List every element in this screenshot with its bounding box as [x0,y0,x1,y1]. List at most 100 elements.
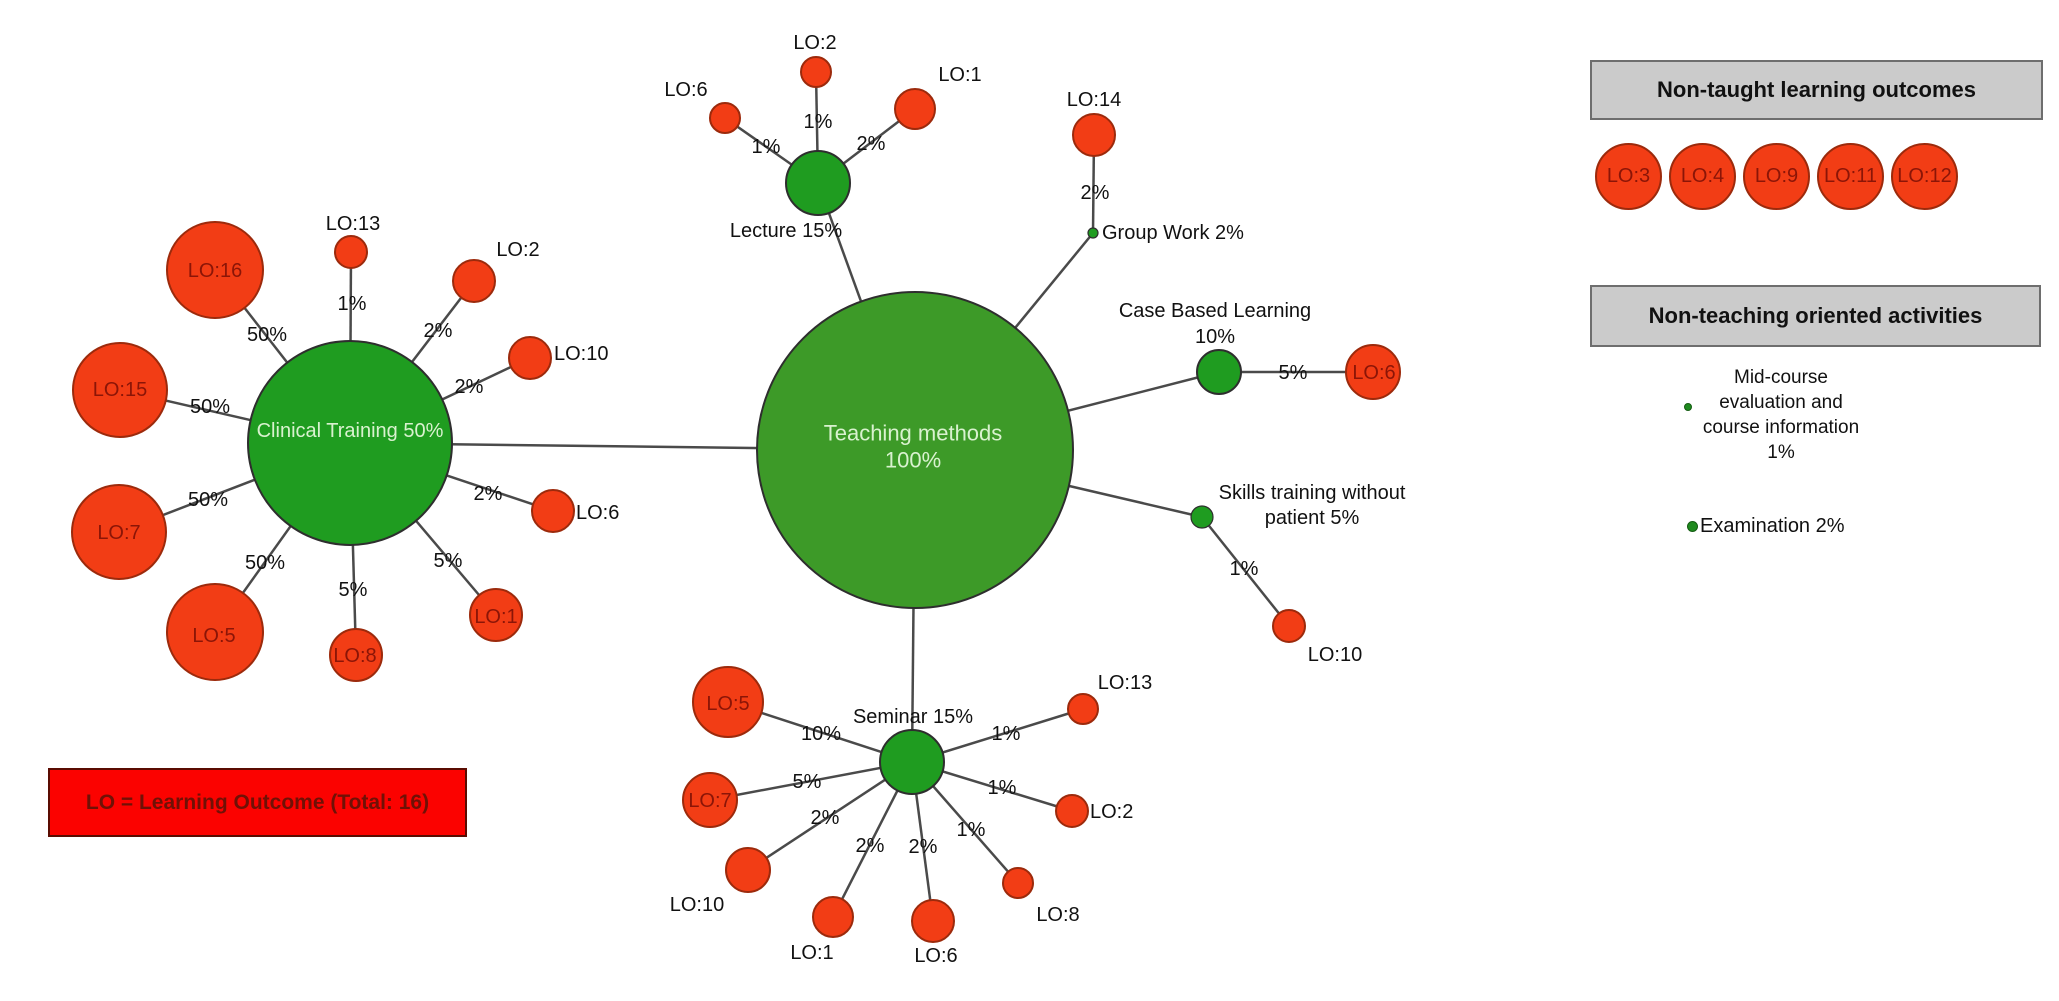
node-groupwork [1087,227,1099,239]
link-pct-skills-s_lo10: 1% [1230,558,1259,580]
link-pct-seminar-se_lo6: 2% [909,836,938,858]
node-label-c_lo10: LO:10 [554,343,608,365]
link-pct-seminar-se_lo8: 1% [957,819,986,841]
node-l_lo6 [709,102,741,134]
node-label-g_lo14: LO:14 [1067,89,1121,111]
mid-course-line-1: Mid-course [1734,367,1828,388]
node-label-c_lo2: LO:2 [496,239,539,261]
link-pct-clinical-c_lo6: 2% [474,483,503,505]
node-l_lo1 [894,88,936,130]
link-pct-clinical-c_lo16: 50% [247,324,287,346]
node-label-se_lo6: LO:6 [914,945,957,967]
node-c_lo13 [334,235,368,269]
link-pct-clinical-c_lo1: 5% [434,550,463,572]
node-label-se_lo8: LO:8 [1036,904,1079,926]
link-pct-clinical-c_lo13: 1% [338,293,367,315]
examination-label: Examination 2% [1700,515,1845,537]
link-skills-s_lo10 [1201,516,1290,627]
node-label-l_lo1: LO:1 [938,64,981,86]
node-c_lo10 [508,336,552,380]
node-label-skills-2: patient 5% [1265,507,1360,529]
node-se_lo7 [682,772,738,828]
link-pct-seminar-se_lo2: 1% [988,777,1017,799]
node-label-se_lo1: LO:1 [790,942,833,964]
node-c_lo16 [166,221,264,319]
lo-definition-note-text: LO = Learning Outcome (Total: 16) [85,790,430,814]
link-pct-seminar-se_lo1: 2% [856,835,885,857]
node-se_lo5 [692,666,764,738]
lo-definition-note: LO = Learning Outcome (Total: 16) [48,768,467,837]
link-pct-casebased-cb_lo6: 5% [1279,362,1308,384]
link-pct-groupwork-g_lo14: 2% [1081,182,1110,204]
mid-course-dot-icon [1684,403,1692,411]
node-label-se_lo10: LO:10 [670,894,724,916]
node-label-se_lo7: LO:7 [688,790,731,812]
node-label-se_lo5: LO:5 [706,693,749,715]
mid-course-line-2: evaluation and [1719,392,1843,413]
non-taught-outcome-lo-12: LO:12 [1891,143,1958,210]
non-taught-outcome-circles: LO:3 LO:4 LO:9 LO:11 LO:12 [1595,143,1958,210]
legend-non-teaching-title: Non-teaching oriented activities [1648,303,1983,328]
node-label-l_lo2: LO:2 [793,32,836,54]
node-c_lo2 [452,259,496,303]
node-label-c_lo13: LO:13 [326,213,380,235]
node-clinical [247,340,453,546]
node-se_lo2 [1055,794,1089,828]
node-lecture [785,150,851,216]
node-label-casebased-1: Case Based Learning [1119,300,1311,322]
node-c_lo7 [71,484,167,580]
node-seminar [879,729,945,795]
node-s_lo10 [1272,609,1306,643]
node-label-s_lo10: LO:10 [1308,644,1362,666]
node-c_lo6 [531,489,575,533]
node-label-casebased-2: 10% [1195,326,1235,348]
legend-non-taught-box: Non-taught learning outcomes [1590,60,2043,120]
link-pct-clinical-c_lo2: 2% [424,320,453,342]
node-l_lo2 [800,56,832,88]
node-label-c_lo5: LO:5 [192,625,235,647]
node-label-se_lo2: LO:2 [1090,801,1133,823]
link-pct-seminar-se_lo10: 2% [811,807,840,829]
node-label-clinical: Clinical Training 50% [257,420,444,442]
non-taught-outcome-lo-11: LO:11 [1817,143,1884,210]
node-se_lo6 [911,899,955,943]
node-label-seminar: Seminar 15% [853,706,973,728]
node-label-lecture: Lecture 15% [730,220,843,242]
link-pct-clinical-c_lo8: 5% [339,579,368,601]
node-label-skills-1: Skills training without [1219,482,1406,504]
node-label-l_lo6: LO:6 [664,79,707,101]
node-skills [1190,505,1214,529]
node-label-c_lo7: LO:7 [97,522,140,544]
link-pct-clinical-c_lo15: 50% [190,396,230,418]
link-pct-clinical-c_lo7: 50% [188,489,228,511]
link-pct-clinical-c_lo10: 2% [455,376,484,398]
node-g_lo14 [1072,113,1116,157]
legend-non-taught-title: Non-taught learning outcomes [1657,77,1976,102]
link-pct-seminar-se_lo7: 5% [793,771,822,793]
node-label-c_lo15: LO:15 [93,379,147,401]
legend-non-teaching-box: Non-teaching oriented activities [1590,285,2041,347]
non-taught-outcome-lo-9: LO:9 [1743,143,1810,210]
node-se_lo10 [725,847,771,893]
link-pct-lecture-l_lo6: 1% [752,136,781,158]
node-label-c_lo16: LO:16 [188,260,242,282]
node-label-cb_lo6: LO:6 [1352,362,1395,384]
link-pct-clinical-c_lo5: 50% [245,552,285,574]
mid-course-label: Mid-course evaluation and course informa… [1660,365,1902,465]
non-taught-outcome-lo-4: LO:4 [1669,143,1736,210]
link-pct-seminar-se_lo5: 10% [801,723,841,745]
node-c_lo15 [72,342,168,438]
node-c_lo5 [166,583,264,681]
link-seminar-se_lo7 [709,760,913,802]
examination-dot-icon [1687,521,1698,532]
node-se_lo13 [1067,693,1099,725]
node-se_lo1 [812,896,854,938]
node-label-teaching-2: 100% [885,448,941,473]
node-cb_lo6 [1345,344,1401,400]
node-c_lo8 [329,628,383,682]
node-label-c_lo6: LO:6 [576,502,619,524]
node-label-c_lo8: LO:8 [333,645,376,667]
node-teaching [756,291,1074,609]
